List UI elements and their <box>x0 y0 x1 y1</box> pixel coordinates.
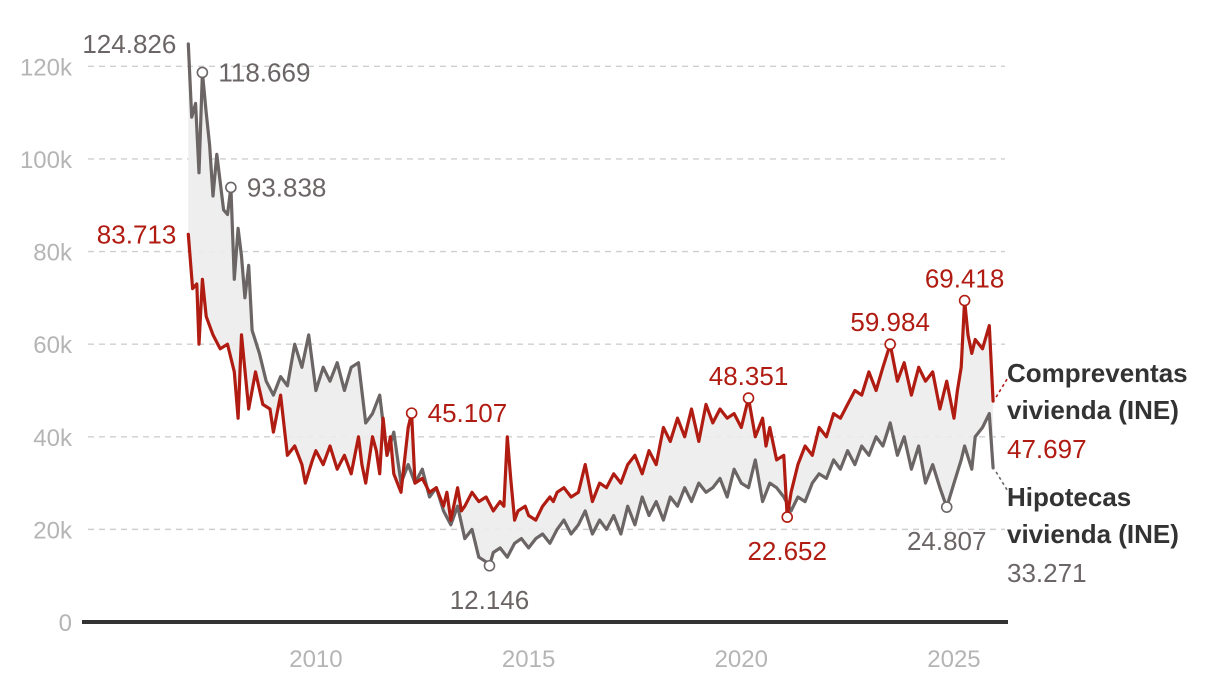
annotation-label: 22.652 <box>747 536 827 566</box>
series-end-value-hipotecas: 33.271 <box>1007 558 1087 588</box>
y-tick-label: 100k <box>20 147 73 174</box>
series-lines <box>186 42 995 568</box>
y-tick-label: 60k <box>33 332 73 359</box>
y-tick-label: 20k <box>33 517 73 544</box>
x-tick-label: 2010 <box>289 646 342 673</box>
y-tick-label: 80k <box>33 240 73 267</box>
series-name-compraventas: vivienda (INE) <box>1007 395 1179 425</box>
annotation-marker <box>884 338 896 351</box>
annotation-marker <box>225 181 237 194</box>
annotation-marker <box>742 392 755 404</box>
y-tick-label: 0 <box>59 610 72 637</box>
series-line-hipotecas <box>186 42 995 568</box>
annotation-label: 124.826 <box>82 29 176 59</box>
annotation-label: 93.838 <box>247 172 327 202</box>
annotation-marker <box>781 511 794 523</box>
series-line-compraventas <box>186 232 995 522</box>
x-axis-ticks: 2010 2015 2020 2025 <box>289 646 980 673</box>
series-end-value-compraventas: 47.697 <box>1007 434 1087 464</box>
annotations: 124.826 118.669 93.838 83.713 45.107 12.146 48… <box>82 29 1004 615</box>
label-connector <box>995 378 1008 398</box>
x-tick-label: 2025 <box>927 646 980 673</box>
series-name-hipotecas: vivienda (INE) <box>1007 519 1179 549</box>
annotation-label: 83.713 <box>97 219 177 249</box>
annotation-marker <box>958 294 971 307</box>
annotation-label: 59.984 <box>850 307 930 337</box>
annotation-label: 69.418 <box>925 264 1005 294</box>
annotation-label: 48.351 <box>709 361 789 391</box>
y-tick-label: 120k <box>20 54 73 81</box>
annotation-label: 45.107 <box>428 398 508 428</box>
label-connector <box>995 471 1008 491</box>
x-tick-label: 2015 <box>502 646 555 673</box>
x-tick-label: 2020 <box>715 646 768 673</box>
annotation-label: 118.669 <box>218 57 310 87</box>
y-axis-ticks: 0 20k 40k 60k 80k 100k 120k <box>20 54 73 637</box>
annotation-label: 12.146 <box>450 585 530 615</box>
series-labels: Compreventas vivienda (INE) 47.697 Hipoteca… <box>995 358 1188 588</box>
series-name-compraventas: Compreventas <box>1007 358 1188 388</box>
annotation-marker <box>940 501 953 513</box>
annotation-marker <box>405 407 418 419</box>
annotation-label: 24.807 <box>907 526 987 556</box>
y-tick-label: 40k <box>33 425 73 452</box>
series-name-hipotecas: Hipotecas <box>1007 482 1131 512</box>
annotation-marker <box>196 66 209 79</box>
annotation-marker <box>483 559 496 572</box>
